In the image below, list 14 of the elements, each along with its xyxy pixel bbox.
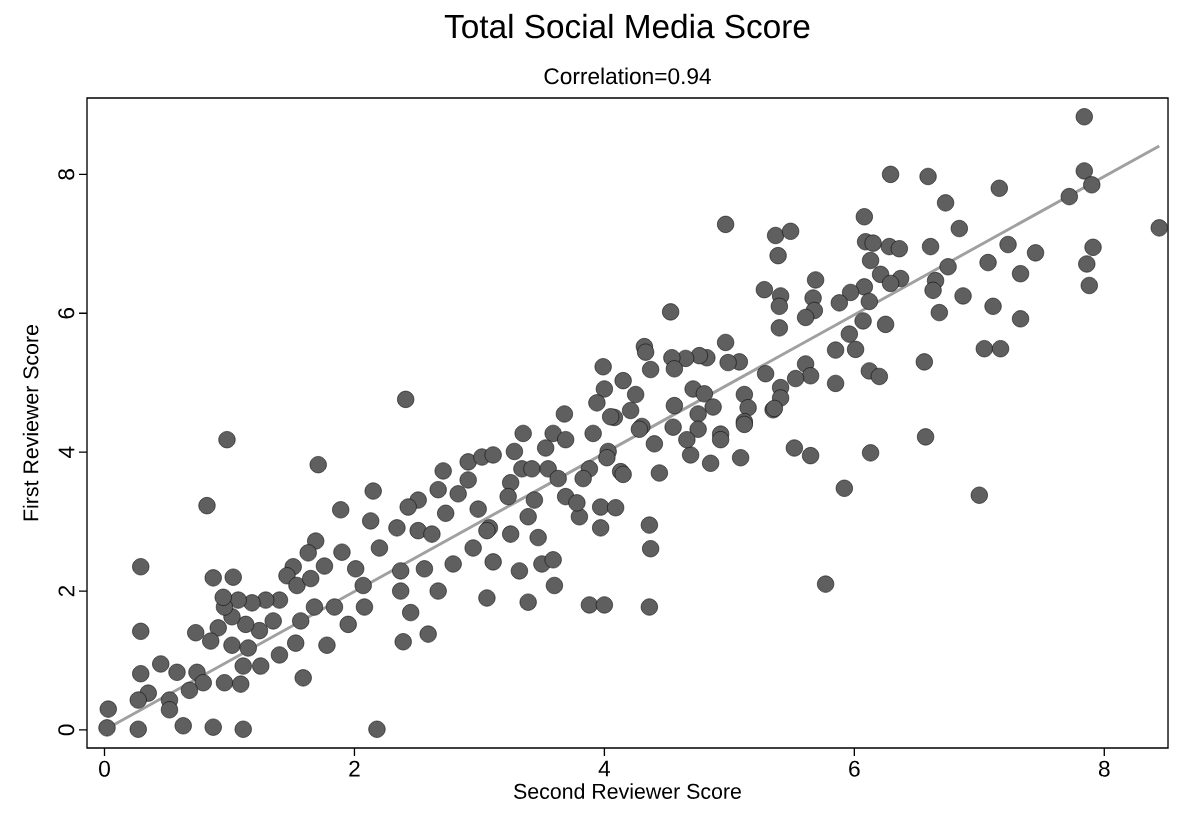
y-tick-label: 0 — [58, 724, 75, 736]
x-tick-label: 2 — [349, 760, 360, 777]
chart-subtitle: Correlation=0.94 — [544, 67, 711, 85]
x-tick-label: 6 — [849, 760, 860, 777]
x-tick-label: 0 — [99, 760, 110, 777]
x-tick-label: 4 — [598, 760, 611, 777]
y-axis-title: First Reviewer Score — [22, 325, 39, 521]
y-tick-label: 2 — [58, 585, 75, 597]
x-tick-label: 8 — [1098, 760, 1110, 777]
y-tick-label: 4 — [58, 446, 75, 458]
y-tick-label: 6 — [58, 307, 75, 319]
y-tick-label: 8 — [58, 169, 75, 180]
x-axis-title: Second Reviewer Score — [514, 783, 741, 799]
chart-title: Total Social Media Score — [444, 13, 810, 39]
